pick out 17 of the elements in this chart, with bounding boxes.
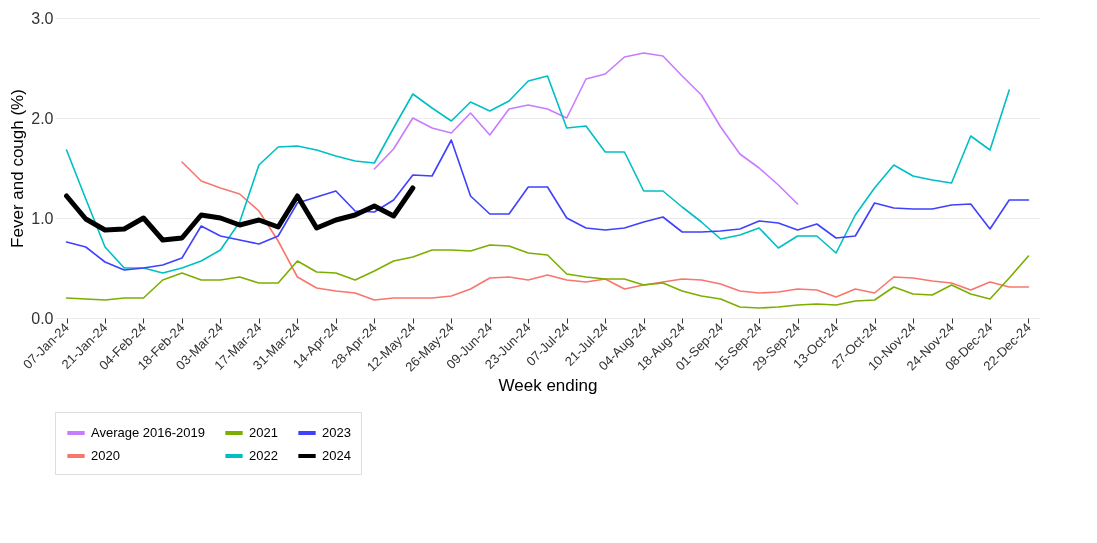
legend-label: 2021 bbox=[249, 425, 278, 440]
y-tick-label: 2.0 bbox=[31, 109, 54, 127]
line-series bbox=[373, 52, 799, 205]
line-series bbox=[181, 161, 1030, 301]
y-tick-label: 0.0 bbox=[31, 309, 54, 327]
y-tick-label: 3.0 bbox=[31, 9, 54, 27]
legend-label: Average 2016-2019 bbox=[91, 425, 205, 440]
line-series bbox=[65, 139, 1030, 271]
y-tick-label: 1.0 bbox=[31, 209, 54, 227]
y-axis-title: Fever and cough (%) bbox=[8, 89, 28, 248]
line-series bbox=[65, 75, 1011, 274]
legend-label: 2020 bbox=[91, 448, 120, 463]
x-axis-title: Week ending bbox=[498, 376, 598, 396]
legend-label: 2022 bbox=[249, 448, 278, 463]
line-series bbox=[65, 244, 1030, 309]
legend-label: 2024 bbox=[322, 448, 351, 463]
legend-label: 2023 bbox=[322, 425, 351, 440]
